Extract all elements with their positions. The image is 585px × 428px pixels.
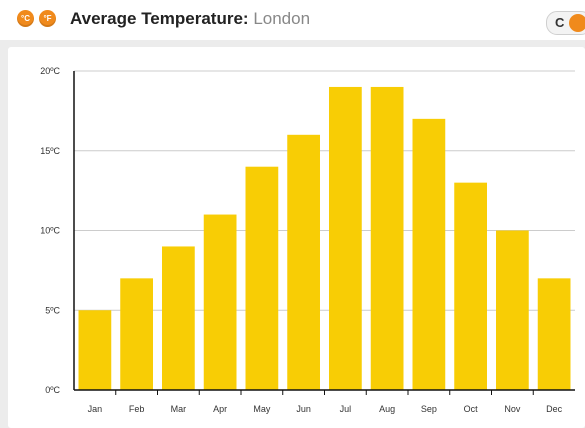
x-tick-label: Nov [504,404,521,414]
chart-card: 0ºC 5ºC 10ºC 15ºC 20ºC Jan Feb Mar Apr May Jun Jul A… [8,47,585,428]
bar-dec [537,278,571,390]
unit-toggle-label: C [555,15,565,30]
temperature-bar-chart: 0ºC 5ºC 10ºC 15ºC 20ºC Jan Feb Mar Apr May Jun Jul A… [40,66,575,414]
x-tick-label: May [253,404,271,414]
x-tick-label: Sep [421,404,437,414]
bar-oct [454,182,487,390]
x-tick-label: Oct [464,404,479,414]
bar-aug [370,86,404,390]
page-title: Average Temperature: London [70,9,310,29]
y-tick-label: 15ºC [40,146,60,156]
y-tick-label: 0ºC [45,385,60,395]
title-location: London [253,9,311,28]
x-tick-label: Mar [171,404,187,414]
toggle-knob[interactable] [569,14,585,32]
bar-apr [203,214,237,390]
bar-nov [496,230,529,390]
unit-toggle[interactable]: C [546,11,585,35]
header-bar: °C °F Average Temperature: London C [0,0,585,40]
bar-feb [120,278,153,390]
bar-jan [78,310,112,390]
bar-mar [162,246,195,390]
x-tick-label: Jul [340,404,352,414]
x-tick-label: Jun [296,404,311,414]
bar-jun [287,134,320,390]
x-tick-label: Feb [129,404,145,414]
celsius-icon[interactable]: °C [17,10,34,27]
y-tick-label: 5ºC [45,305,60,315]
bar-jul [329,86,362,390]
y-tick-label: 20ºC [40,66,60,76]
bar-sep [412,118,446,390]
x-tick-label: Apr [213,404,227,414]
x-tick-label: Aug [379,404,395,414]
fahrenheit-icon[interactable]: °F [39,10,56,27]
x-tick-label: Jan [88,404,103,414]
bar-may [245,166,279,390]
y-tick-label: 10ºC [40,226,60,236]
x-tick-label: Dec [546,404,563,414]
title-label: Average Temperature: [70,9,249,28]
